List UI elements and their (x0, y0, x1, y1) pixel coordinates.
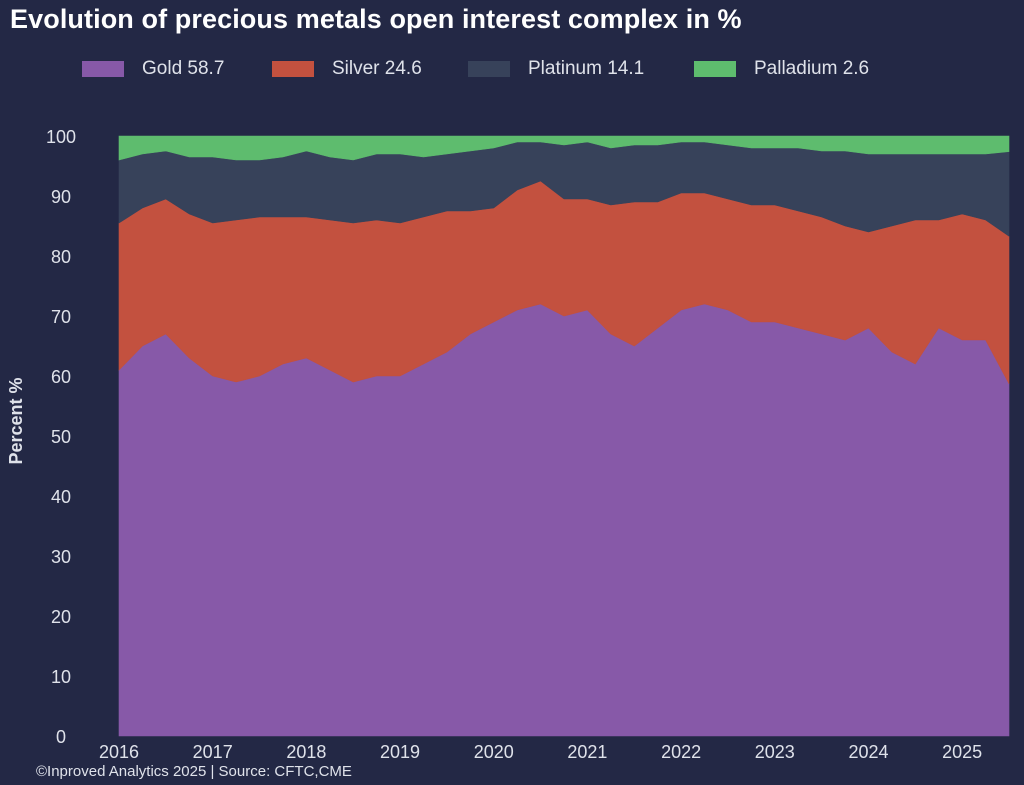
y-tick-label: 100 (46, 127, 76, 147)
chart-legend: Gold 58.7 Silver 24.6 Platinum 14.1 Palladi… (82, 56, 982, 82)
x-tick-label: 2018 (286, 742, 326, 760)
legend-item-1: Gold 58.7 (82, 56, 224, 82)
y-tick-label: 0 (56, 727, 66, 747)
legend-swatch (82, 61, 124, 77)
stacked-area-chart: 0 10 20 30 40 50 60 70 80 90 100 2016 2017 2018 2019 20… (6, 127, 1010, 760)
legend-item-4: Palladium 2.6 (694, 56, 869, 82)
area-layers (118, 135, 1010, 737)
x-tick-label: 2017 (193, 742, 233, 760)
legend-swatch (272, 61, 314, 77)
chart-title: Evolution of precious metals open intere… (10, 4, 742, 34)
y-tick-label: 60 (51, 367, 71, 387)
y-axis-label: Percent % (6, 377, 26, 464)
x-tick-label: 2024 (848, 742, 888, 760)
y-tick-label: 70 (51, 307, 71, 327)
area-series-4 (118, 135, 1010, 161)
legend-label: Platinum 14.1 (528, 58, 645, 79)
x-tick-label: 2023 (755, 742, 795, 760)
y-tick-label: 50 (51, 427, 71, 447)
y-tick-label: 90 (51, 187, 71, 207)
x-tick-label: 2025 (942, 742, 982, 760)
legend-swatch (468, 61, 510, 77)
y-tick-label: 40 (51, 487, 71, 507)
x-tick-label: 2021 (567, 742, 607, 760)
legend-item-2: Silver 24.6 (272, 56, 422, 82)
legend-item-3: Platinum 14.1 (468, 56, 644, 82)
legend-swatch (694, 61, 736, 77)
y-tick-label: 20 (51, 607, 71, 627)
y-tick-label: 80 (51, 247, 71, 267)
x-tick-label: 2016 (99, 742, 139, 760)
y-tick-label: 30 (51, 547, 71, 567)
x-tick-label: 2020 (474, 742, 514, 760)
legend-label: Silver 24.6 (332, 58, 422, 79)
x-tick-label: 2022 (661, 742, 701, 760)
legend-label: Palladium 2.6 (754, 58, 870, 79)
source-credit: ©Inproved Analytics 2025 | Source: CFTC,… (36, 763, 352, 780)
y-tick-label: 10 (51, 667, 71, 687)
legend-label: Gold 58.7 (142, 58, 225, 79)
x-tick-label: 2019 (380, 742, 420, 760)
